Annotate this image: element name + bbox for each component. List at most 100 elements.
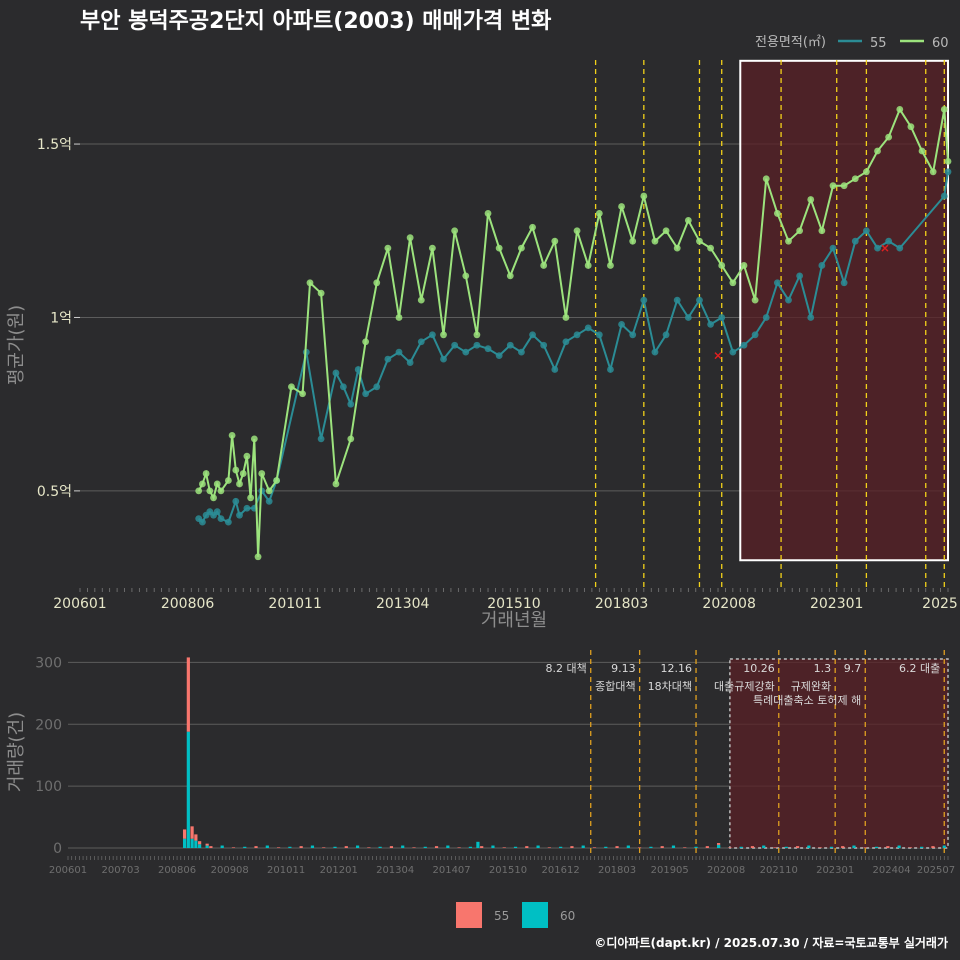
x2-tick-label: 202110 [760,865,798,876]
bar-small [547,847,551,848]
bar-small [683,847,687,848]
data-point-55 [440,355,447,363]
data-point-55 [673,296,681,304]
data-point-55 [224,518,232,526]
bar-small [649,846,653,848]
bar-small [254,846,258,848]
data-point-60 [228,431,236,439]
data-point-60 [247,494,255,502]
bar-small [277,847,281,848]
highlight-range-bottom [729,658,949,849]
data-point-60 [417,296,425,304]
data-point-60 [885,133,893,141]
bar-small [243,846,247,848]
bar-small [344,846,348,848]
x-tick-label: 2025 [922,596,958,612]
data-point-60 [540,262,548,269]
bar-small [265,845,269,848]
data-point-60 [384,244,392,252]
data-point-60 [362,338,370,346]
bar-60 [186,731,190,848]
x-tick-label: 201510 [487,596,540,612]
data-point-55 [940,192,948,200]
data-point-60 [299,390,306,398]
data-point-55 [762,314,770,321]
bar-small [942,845,946,848]
x2-tick-label: 201612 [542,865,580,876]
data-point-55 [807,314,815,321]
bar-small [638,847,642,848]
data-point-60 [332,480,340,488]
bar-small [615,846,619,848]
data-point-60 [288,383,295,391]
legend-label-60: 60 [932,36,949,51]
legend-bottom-label-60: 60 [560,909,575,923]
x-tick-label: 200806 [161,596,215,612]
bar-small [525,846,529,848]
legend-bottom-swatch-60 [522,902,548,928]
data-point-60 [851,175,859,183]
data-point-60 [862,168,870,176]
data-point-60 [210,494,217,502]
data-point-55 [428,331,436,339]
data-point-55 [829,244,837,252]
data-point-55 [495,352,503,360]
data-point-55 [751,331,759,339]
bar-55 [186,657,190,732]
data-point-55 [851,237,859,245]
data-point-55 [896,244,904,252]
bar-small [852,845,856,848]
policy-label-detail: 18차대책 [648,680,692,693]
data-point-55 [540,341,548,349]
bar-55 [194,834,198,841]
data-point-60 [373,279,381,287]
policy-label-detail: 종합대책 [595,680,635,693]
x-tick-label: 200601 [53,596,106,612]
bar-small [762,845,766,848]
bar-small [502,847,506,848]
policy-label: 12.16 [661,662,693,675]
x2-tick-label: 201304 [376,865,414,876]
data-point-60 [243,452,251,460]
data-point-55 [332,369,340,377]
data-point-55 [451,341,459,349]
data-point-55 [317,435,325,443]
data-point-60 [250,435,258,443]
bar-55 [182,829,187,839]
bar-small [401,845,405,848]
bar-small [559,846,563,848]
bar-small [739,846,743,848]
bar-small [863,847,867,848]
y2-tick-label: 300 [35,655,62,671]
policy-label: 9.7 [844,662,862,675]
y2-tick-label: 200 [35,717,62,733]
bar-small [299,846,303,848]
data-point-60 [317,289,325,297]
data-point-55 [384,355,392,363]
bar-small [897,845,901,848]
footer-credit: ©디아파트(dapt.kr) / 2025.07.30 / 자료=국토교통부 실… [594,935,948,950]
bar-small [717,845,721,848]
bar-small [886,846,890,848]
outlier-mark [881,244,889,252]
data-point-60 [506,272,514,280]
policy-label: 8.2 대책 [546,662,587,675]
data-point-60 [236,480,243,488]
bar-small [412,847,416,848]
data-point-60 [740,262,748,269]
data-point-55 [718,314,726,321]
data-point-60 [199,480,206,488]
data-point-60 [896,105,904,113]
bar-small [355,845,360,848]
data-point-55 [213,508,221,516]
bar-55 [717,843,721,845]
bar-small [389,846,394,848]
bar-small [841,846,845,848]
y2-tick-label: 100 [35,779,62,795]
data-point-55 [529,331,536,339]
legend-label-55: 55 [870,36,887,51]
x2-tick-label: 201803 [598,865,636,876]
data-point-55 [347,400,355,408]
data-point-60 [584,262,592,269]
